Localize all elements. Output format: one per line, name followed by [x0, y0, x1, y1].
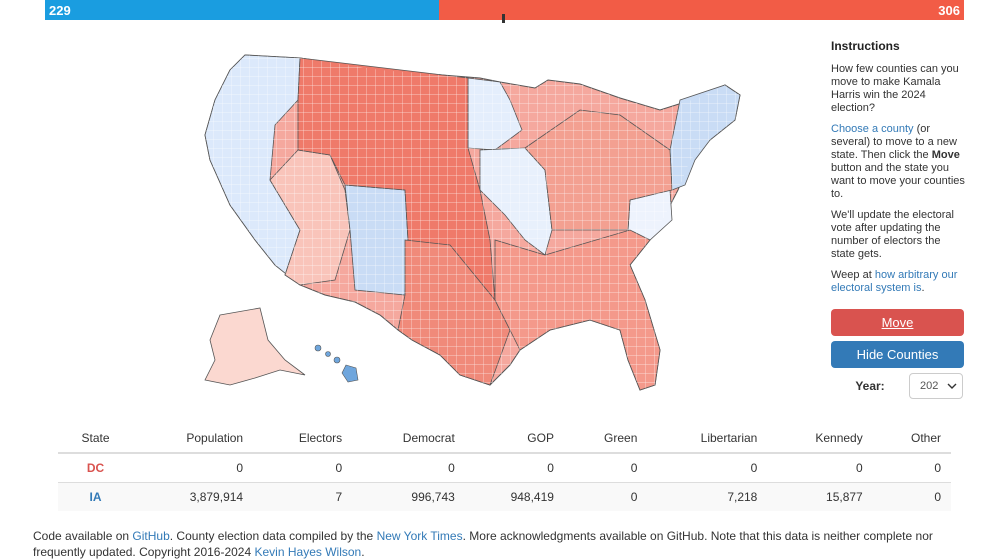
year-row: Year: 202: [831, 373, 965, 399]
header-green[interactable]: Green: [563, 424, 648, 454]
alaska[interactable]: [204, 307, 306, 386]
year-select[interactable]: 202: [909, 373, 963, 399]
steps-move-word: Move: [931, 149, 960, 161]
cell-other: 0: [872, 482, 951, 511]
footer-text-3: . More acknowledgments available on GitH…: [33, 529, 933, 559]
footer-text-4: .: [361, 545, 365, 559]
instructions-weep: Weep at how arbitrary our electoral syst…: [831, 269, 965, 295]
instructions-panel: Instructions How few counties can you mo…: [831, 40, 965, 399]
electoral-vote-bar: 229 306: [45, 0, 964, 20]
instructions-intro: How few counties can you move to make Ka…: [831, 63, 959, 114]
year-value: 202: [920, 379, 939, 392]
footer-text-2: . County election data compiled by the: [169, 529, 377, 543]
cell-state[interactable]: IA: [58, 482, 134, 511]
cell-democrat: 996,743: [352, 482, 465, 511]
header-electors[interactable]: Electors: [253, 424, 353, 454]
cell-democrat: 0: [352, 452, 465, 483]
dem-electoral-votes: 229: [45, 0, 439, 20]
instructions-update: We'll update the electoral vote after up…: [831, 209, 954, 260]
instructions-steps: Choose a county (or several) to move to …: [831, 123, 965, 201]
year-label: Year:: [855, 378, 885, 393]
cell-gop: 948,419: [464, 482, 564, 511]
cell-kennedy: 0: [767, 452, 873, 483]
instructions-heading: Instructions: [831, 39, 900, 53]
header-gop[interactable]: GOP: [464, 424, 564, 454]
table-row[interactable]: DC 0 0 0 0 0 0 0 0: [58, 452, 951, 483]
cell-gop: 0: [464, 452, 564, 483]
weep-suffix: .: [921, 282, 925, 294]
cell-green: 0: [563, 482, 648, 511]
steps-text-1: (or several) to move to a new state. The…: [831, 123, 957, 161]
title-fragment: [502, 14, 505, 23]
author-link[interactable]: Kevin Hayes Wilson: [254, 545, 362, 559]
header-democrat[interactable]: Democrat: [352, 424, 465, 454]
results-table: State Population Electors Democrat GOP G…: [58, 424, 951, 511]
cell-green: 0: [563, 452, 648, 483]
cell-state[interactable]: DC: [58, 452, 134, 483]
cell-libertarian: 0: [647, 452, 768, 483]
us-county-map[interactable]: [150, 40, 750, 400]
arbitrary-system-link[interactable]: how arbitrary our electoral system is: [831, 269, 958, 294]
footer: Code available on GitHub. County electio…: [33, 528, 963, 560]
cell-kennedy: 15,877: [767, 482, 873, 511]
table-header-row: State Population Electors Democrat GOP G…: [58, 424, 951, 454]
cell-population: 0: [133, 452, 254, 483]
move-button[interactable]: Move: [831, 309, 964, 336]
header-kennedy[interactable]: Kennedy: [767, 424, 873, 454]
nyt-link[interactable]: New York Times: [376, 529, 463, 543]
cell-electors: 7: [253, 482, 353, 511]
weep-prefix: Weep at: [831, 269, 875, 281]
cell-electors: 0: [253, 452, 353, 483]
table-row[interactable]: IA 3,879,914 7 996,743 948,419 0 7,218 1…: [58, 482, 951, 511]
header-other[interactable]: Other: [872, 424, 951, 454]
hide-counties-button[interactable]: Hide Counties: [831, 341, 964, 368]
header-population[interactable]: Population: [133, 424, 254, 454]
chevron-down-icon: [947, 383, 957, 389]
cell-other: 0: [872, 452, 951, 483]
footer-text-1: Code available on: [33, 529, 133, 543]
gop-electoral-votes: 306: [439, 0, 964, 20]
cell-libertarian: 7,218: [647, 482, 768, 511]
cell-population: 3,879,914: [133, 482, 254, 511]
choose-county-link[interactable]: Choose a county: [831, 123, 914, 135]
hawaii[interactable]: [314, 344, 359, 383]
header-libertarian[interactable]: Libertarian: [647, 424, 768, 454]
steps-text-2: button and the state you want to move yo…: [831, 162, 965, 200]
header-state[interactable]: State: [58, 424, 134, 454]
github-link[interactable]: GitHub: [132, 529, 170, 543]
